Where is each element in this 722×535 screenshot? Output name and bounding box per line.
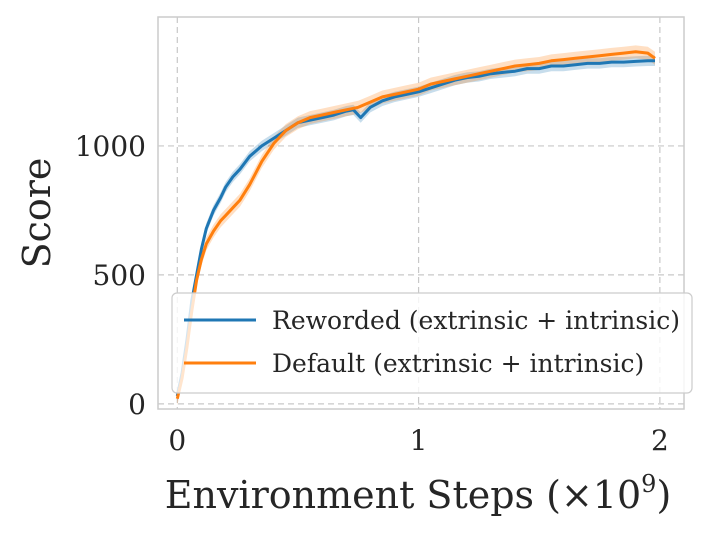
series-line-0 (175, 59, 655, 397)
x-axis-label-text: Environment Steps (×10 (165, 473, 641, 517)
grid (158, 17, 684, 409)
x-tick-label: 1 (410, 424, 428, 457)
x-axis-label-close: ) (656, 473, 671, 517)
legend-label-default: Default (extrinsic + intrinsic) (272, 349, 644, 378)
x-tick-label: 0 (168, 424, 186, 457)
x-tick-label: 2 (651, 424, 669, 457)
y-tick-label: 1000 (75, 130, 146, 163)
y-tick-label: 500 (93, 259, 146, 292)
plot-frame (157, 16, 685, 410)
legend: Reworded (extrinsic + intrinsic) Default… (171, 292, 693, 394)
y-axis-label: Score (15, 158, 59, 269)
legend-label-reworded: Reworded (extrinsic + intrinsic) (272, 306, 680, 335)
y-tick-label: 0 (128, 388, 146, 421)
series-lines (175, 50, 656, 400)
x-axis-label-exponent: 9 (641, 470, 656, 498)
legend-box (171, 292, 693, 394)
tick-labels: 0 1 2 0 500 1000 (75, 130, 669, 457)
x-axis-label: Environment Steps (×109) (165, 470, 672, 517)
